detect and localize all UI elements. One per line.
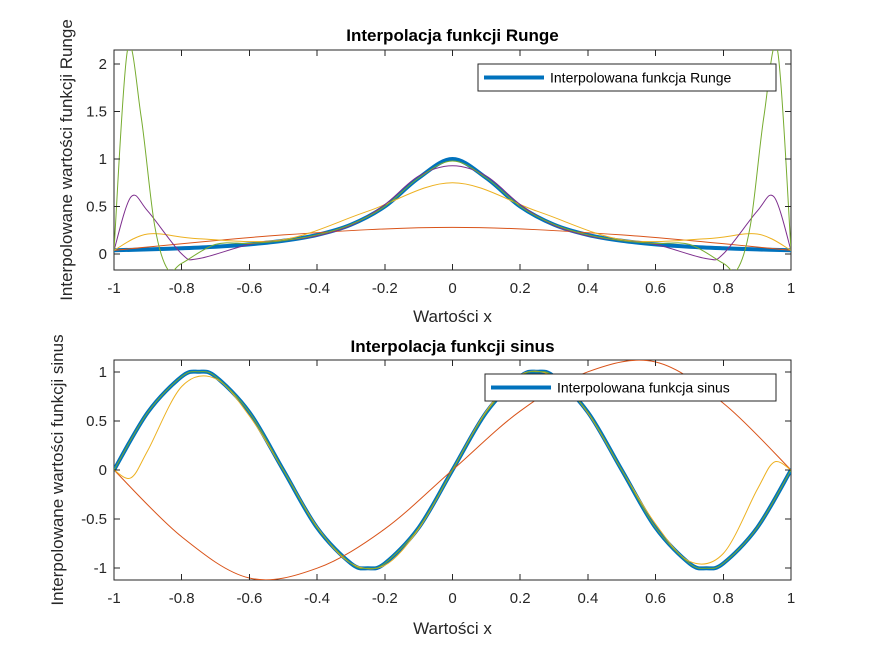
series-line-runge-1 — [114, 226, 791, 251]
x-tick-label-runge: 0.4 — [577, 280, 598, 297]
x-tick-label-runge: 0.8 — [713, 280, 734, 297]
x-tick-label-sinus: -1 — [107, 590, 120, 607]
legend-label-runge: Interpolowana funkcja Runge — [550, 70, 732, 86]
series-line-runge-4 — [114, 50, 791, 270]
x-tick-label-sinus: 0.4 — [577, 590, 598, 607]
series-line-runge-3 — [114, 165, 791, 261]
x-tick-label-sinus: -0.4 — [304, 590, 330, 607]
x-tick-label-sinus: 1 — [787, 590, 795, 607]
x-tick-label-runge: -0.6 — [236, 280, 262, 297]
y-tick-label-sinus: 0 — [99, 462, 107, 479]
y-tick-label-sinus: -0.5 — [81, 511, 107, 528]
series-layer-sinus — [114, 360, 791, 580]
series-layer-runge — [114, 50, 791, 270]
series-line-runge-0 — [114, 157, 791, 253]
y-tick-label-runge: 1 — [99, 151, 107, 168]
ticks-runge: -1 -0.8 -0.6 -0.4 -0.2 0 0.2 0.4 0.6 0.8 1 0 0.5 1 1.5… — [86, 50, 795, 297]
y-tick-label-runge: 1.5 — [86, 104, 107, 121]
legend-sinus[interactable]: Interpolowana funkcja sinus — [484, 373, 777, 402]
x-tick-label-runge: 0.2 — [510, 280, 531, 297]
x-tick-label-sinus: 0 — [448, 590, 456, 607]
y-axis-label-runge: Interpolowane wartości funkcji Runge — [57, 19, 76, 301]
legend-box-sinus — [484, 373, 777, 402]
x-tick-label-sinus: 0.6 — [645, 590, 666, 607]
ticks-sinus: -1 -0.8 -0.6 -0.4 -0.2 0 0.2 0.4 0.6 0.8 1 -1 -0.5 0 0… — [81, 360, 795, 607]
x-tick-label-sinus: -0.6 — [236, 590, 262, 607]
x-tick-label-sinus: -0.2 — [372, 590, 398, 607]
chart-title-sinus: Interpolacja funkcji sinus — [350, 337, 554, 356]
series-line-sinus-3 — [114, 371, 791, 569]
x-axis-label-runge: Wartości x — [413, 307, 492, 326]
x-tick-label-runge: 1 — [787, 280, 795, 297]
y-tick-label-sinus: 1 — [99, 364, 107, 381]
x-tick-label-runge: -0.2 — [372, 280, 398, 297]
x-tick-label-sinus: -0.8 — [169, 590, 195, 607]
chart-sinus: -1 -0.8 -0.6 -0.4 -0.2 0 0.2 0.4 0.6 0.8 1 -1 -0.5 0 0… — [48, 334, 795, 638]
x-tick-label-sinus: 0.8 — [713, 590, 734, 607]
y-tick-label-sinus: 0.5 — [86, 413, 107, 430]
legend-runge[interactable]: Interpolowana funkcja Runge — [477, 63, 777, 92]
y-tick-label-runge: 0.5 — [86, 198, 107, 215]
y-tick-label-runge: 0 — [99, 246, 107, 263]
y-tick-label-sinus: -1 — [94, 560, 107, 577]
y-tick-label-runge: 2 — [99, 56, 107, 73]
x-tick-label-sinus: 0.2 — [510, 590, 531, 607]
chart-title-runge: Interpolacja funkcji Runge — [346, 26, 559, 45]
x-tick-label-runge: 0 — [448, 280, 456, 297]
chart-runge: -1 -0.8 -0.6 -0.4 -0.2 0 0.2 0.4 0.6 0.8 1 0 0.5 1 1.5… — [57, 19, 795, 326]
series-line-runge-2 — [114, 182, 791, 251]
x-tick-label-runge: 0.6 — [645, 280, 666, 297]
x-tick-label-runge: -0.8 — [169, 280, 195, 297]
x-axis-label-sinus: Wartości x — [413, 619, 492, 638]
x-tick-label-runge: -0.4 — [304, 280, 330, 297]
y-axis-label-sinus: Interpolowane wartości funkcji sinus — [48, 334, 67, 605]
legend-label-sinus: Interpolowana funkcja sinus — [557, 380, 730, 396]
x-tick-label-runge: -1 — [107, 280, 120, 297]
